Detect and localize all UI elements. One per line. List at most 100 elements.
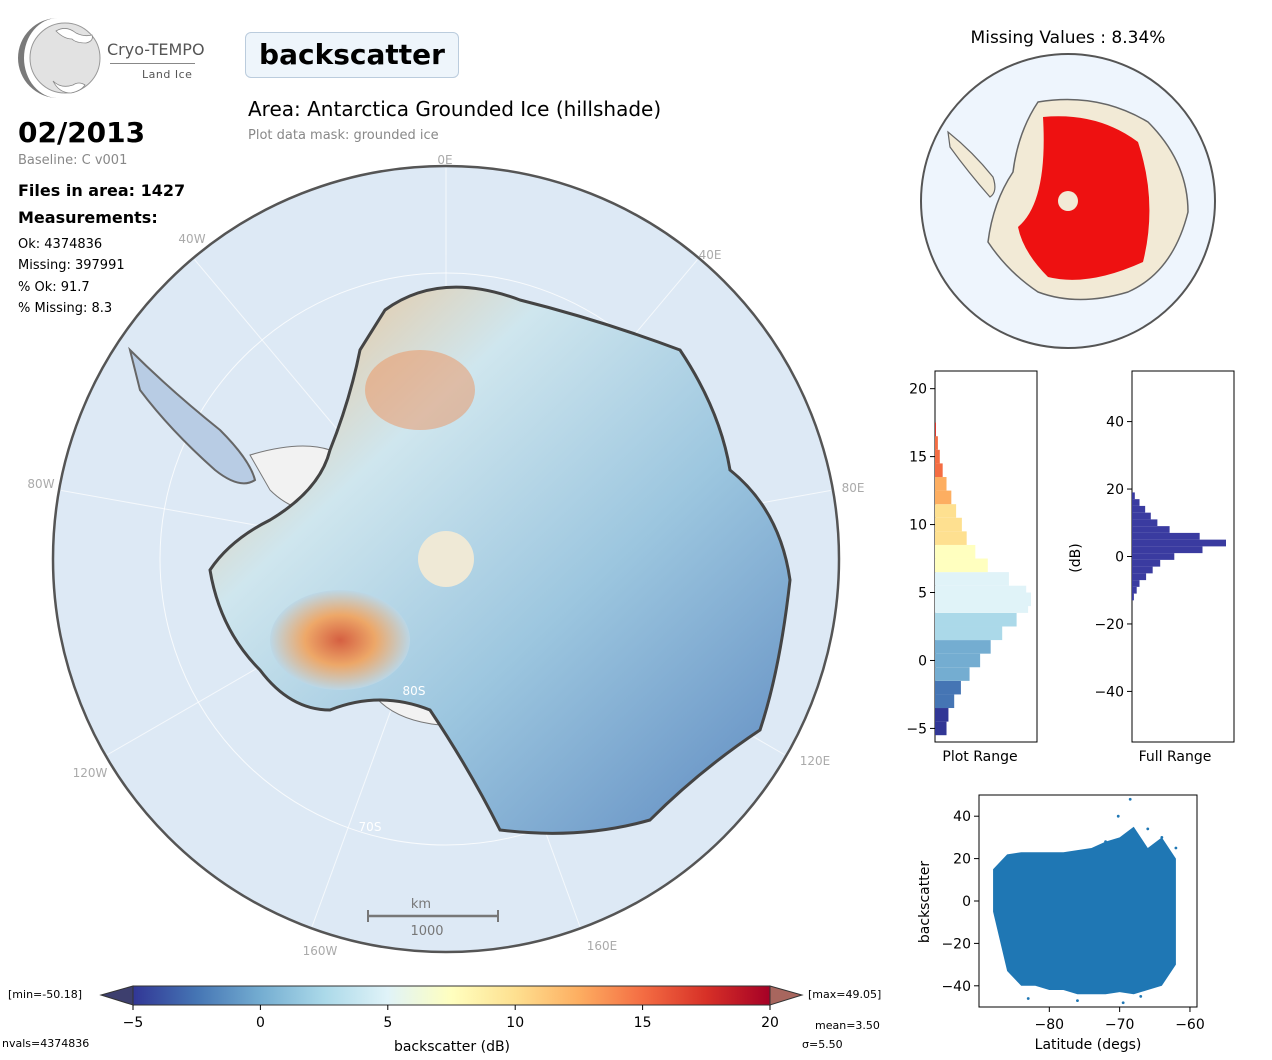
histogram-bar [935,544,976,559]
full-range-label: Full Range [1139,749,1212,765]
west-antarctica-high-backscatter [270,590,410,690]
scatter-point-cloud [993,826,1176,995]
histogram-bar [1132,505,1146,513]
x-tick-label: −80 [1035,1017,1065,1033]
histogram-bar [935,477,947,491]
y-tick-label: 0 [1115,550,1124,566]
y-tick-label: 15 [909,450,927,466]
histogram-bar [1132,532,1200,540]
y-tick-label: 40 [953,809,971,825]
histogram-bar [1132,559,1161,567]
histogram-bar [1132,573,1147,581]
sigma-label: σ=5.50 [802,1038,843,1051]
colorbar-max-label: [max=49.05] [808,988,882,1001]
lon-label: 80E [842,481,865,495]
histogram-bar [935,667,970,681]
stat-pct-ok: % Ok: 91.7 [18,280,90,295]
colorbar-tick-label: −5 [123,1015,144,1031]
histogram-bar [1132,539,1226,547]
y-tick-label: 10 [909,518,927,534]
histogram-bar [935,449,940,464]
x-tick-label: −70 [1105,1017,1135,1033]
logo-icon [18,18,101,98]
stat-missing: Missing: 397991 [18,258,125,273]
histogram-bar [935,422,936,437]
stat-ok: Ok: 4374836 [18,237,103,252]
y-tick-label: −20 [1094,617,1124,633]
missing-region [1018,116,1150,280]
scale-bar-length: 1000 [410,924,443,939]
date-label: 02/2013 [18,116,146,149]
y-tick-label: 0 [962,894,971,910]
full-range-histogram: −40 −20 0 20 40 (dB) Full Range [1068,370,1235,765]
area-title: Area: Antarctica Grounded Ice (hillshade… [248,97,662,121]
scatter-xlabel: Latitude (degs) [1035,1037,1142,1053]
y-tick-label: 0 [918,653,927,669]
lat-label: 70S [359,820,382,834]
measurements-heading: Measurements: [18,208,158,227]
map-labels: 0E 40E 80E 120E 160E 160W 120W 80W 40W [27,153,864,958]
lon-label: 80W [27,477,54,491]
scatter-point [1146,827,1150,831]
colorbar-min-extend [99,985,134,1006]
histogram-bar [935,490,952,505]
histogram-bar [1132,519,1158,527]
colorbar-tick-label: 5 [383,1015,392,1031]
antarctica-grounded-ice [208,285,792,835]
logo-subtitle: Land Ice [142,68,193,81]
colorbar-tick-label: 10 [506,1015,524,1031]
colorbar-body [132,985,771,1006]
histogram-bar [1132,593,1134,601]
scatter-point [1128,797,1132,801]
lon-label: 120W [73,766,108,780]
colorbar-max-extend [769,985,804,1006]
y-tick-label: 20 [953,852,971,868]
dronning-maud-region [365,350,475,430]
colorbar-tick-label: 0 [256,1015,265,1031]
scatter-point [1121,1001,1125,1005]
histogram-bar [935,572,1009,586]
y-tick-label: −20 [941,936,971,952]
lon-label: 40E [699,248,722,262]
scatter-point [1160,836,1164,839]
histogram-bar [935,680,961,695]
histogram-bar [935,463,943,477]
scatter-plot: −40 −20 0 20 40 −80 −70 −60 backscatter Latitud… [917,794,1205,1053]
y-tick-label: 5 [918,586,927,602]
y-tick-label: −40 [941,979,971,995]
histogram-bar [1132,580,1140,587]
x-tick-label: −60 [1175,1017,1205,1033]
colorbar-label: backscatter (dB) [394,1039,510,1055]
pole-hole [418,531,474,587]
histogram-bar [935,640,991,654]
histogram-bar [935,721,947,736]
histogram-bar [935,612,1017,627]
histogram-bar [1132,546,1203,554]
scale-bar-unit: km [411,897,431,912]
missing-values-title: Missing Values : 8.34% [970,28,1166,48]
histogram-bar [935,517,962,532]
histogram-bar [1132,492,1135,500]
parameter-title: backscatter [245,32,459,78]
y-tick-label: 20 [909,382,927,398]
y-tick-label: −40 [1094,684,1124,700]
colorbar-min-label: [min=-50.18] [8,988,83,1001]
baseline-label: Baseline: C v001 [18,153,128,168]
histogram-bar [935,694,955,709]
lon-label: 40W [178,232,205,246]
lon-label: 0E [437,153,452,167]
histogram-bar [1132,553,1175,560]
antarctic-peninsula [128,346,257,485]
lon-label: 160E [587,939,618,953]
histogram-bar [1132,526,1170,533]
files-in-area: Files in area: 1427 [18,181,186,200]
inset-peninsula [947,130,996,198]
logo-title: Cryo-TEMPO [107,40,205,59]
scatter-point [1104,840,1107,844]
scatter-point [1174,846,1178,850]
scatter-point [1116,814,1120,818]
colorbar-tick-label: 15 [634,1015,652,1031]
histogram-bar [935,708,949,722]
scatter-ylabel: backscatter [917,861,933,943]
histogram-bar [935,504,957,518]
